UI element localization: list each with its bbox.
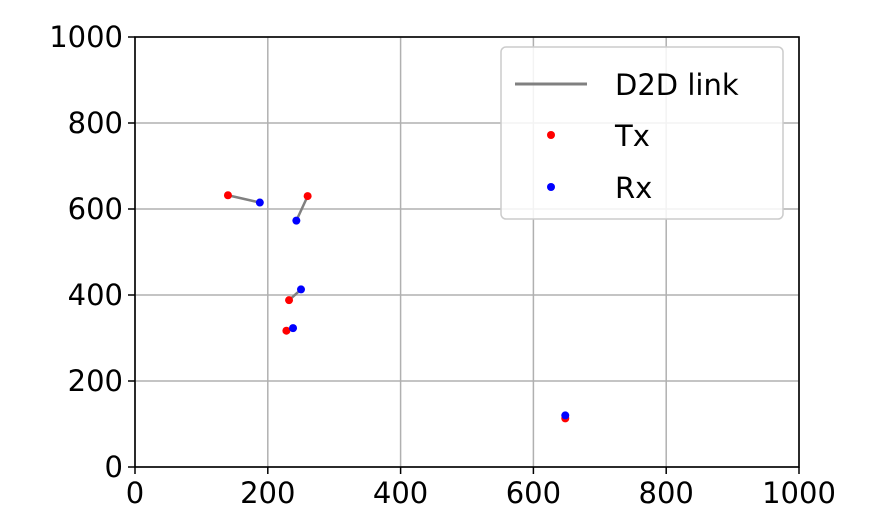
- d2d-link-line: [227, 194, 261, 204]
- rx-point: [292, 216, 301, 225]
- legend: D2D link Tx Rx: [500, 46, 784, 220]
- rx-point: [297, 285, 305, 294]
- x-tick-label: 400: [373, 476, 428, 510]
- legend-tx-marker: [547, 131, 555, 139]
- x-tick-label: 0: [126, 476, 144, 510]
- y-tick-label: 800: [68, 106, 123, 140]
- y-tick-label: 0: [105, 450, 123, 484]
- d2d-link-line: [295, 195, 309, 222]
- y-tick-label: 600: [68, 192, 123, 226]
- d2d-links: [227, 194, 567, 419]
- legend-label-rx: Rx: [615, 171, 652, 205]
- rx-point: [289, 324, 298, 333]
- rx-point: [561, 411, 570, 420]
- axis-ticks: 0 200 400 600 800 1000 0 200 400 600 800 1000: [49, 20, 836, 510]
- y-tick-label: 1000: [49, 20, 123, 54]
- y-tick-label: 200: [68, 364, 123, 398]
- legend-rx-marker: [547, 183, 555, 191]
- x-tick-label: 800: [639, 476, 694, 510]
- rx-point: [255, 198, 264, 207]
- data-points: [223, 191, 570, 423]
- legend-label-link: D2D link: [615, 68, 739, 102]
- legend-label-tx: Tx: [614, 119, 650, 153]
- tx-point: [282, 326, 291, 335]
- y-tick-label: 400: [68, 278, 123, 312]
- axes-frame: [134, 36, 800, 468]
- x-tick-label: 200: [240, 476, 295, 510]
- legend-box: [500, 46, 784, 220]
- x-tick-label: 1000: [762, 476, 836, 510]
- x-tick-label: 600: [506, 476, 561, 510]
- tx-point: [303, 192, 312, 201]
- tx-point: [285, 296, 294, 305]
- tx-point: [223, 191, 232, 200]
